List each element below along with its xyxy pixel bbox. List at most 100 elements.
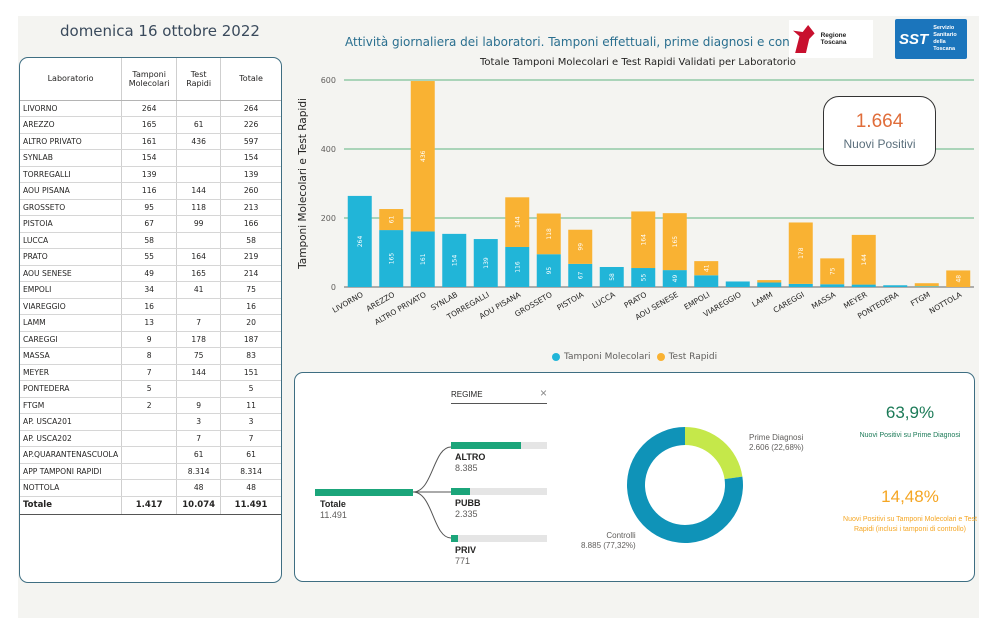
bar-molecolari bbox=[914, 286, 939, 287]
close-icon[interactable]: × bbox=[540, 386, 548, 400]
table-row[interactable]: EMPOLI 34 41 75 bbox=[20, 281, 281, 299]
table-cell: ALTRO PRIVATO bbox=[20, 133, 122, 150]
table-row[interactable]: ALTRO PRIVATO 161 436 597 bbox=[20, 133, 281, 150]
table-row[interactable]: SYNLAB 154 154 bbox=[20, 149, 281, 167]
table-row[interactable]: MASSA 8 75 83 bbox=[20, 347, 281, 365]
logo-sst-acronym: SST bbox=[899, 30, 929, 48]
y-tick-label: 0 bbox=[331, 283, 336, 292]
bar-rapidi bbox=[694, 261, 719, 276]
table-cell: LAMM bbox=[20, 314, 122, 332]
bar-rapidi bbox=[505, 197, 530, 247]
table-row[interactable]: AP.QUARANTENASCUOLA 61 61 bbox=[20, 446, 281, 464]
bar-molecolari bbox=[662, 270, 687, 287]
table-row[interactable]: MEYER 7 144 151 bbox=[20, 364, 281, 381]
table-cell: TORREGALLI bbox=[20, 166, 122, 183]
pegaso-icon bbox=[793, 25, 815, 53]
donut-slice[interactable] bbox=[627, 427, 743, 543]
table-cell: 8 bbox=[121, 347, 177, 365]
y-tick-label: 200 bbox=[321, 214, 336, 223]
tree-node-value: 771 bbox=[455, 556, 471, 566]
tree-root-bar[interactable] bbox=[315, 489, 413, 496]
legend-label-molecolari[interactable]: Tamponi Molecolari bbox=[564, 352, 651, 362]
table-cell bbox=[176, 380, 221, 398]
donut-slice[interactable] bbox=[685, 427, 743, 480]
table-row[interactable]: AP. USCA201 3 3 bbox=[20, 413, 281, 431]
table-row[interactable]: AOU SENESE 49 165 214 bbox=[20, 265, 281, 282]
tree-node-bar-fill[interactable] bbox=[451, 488, 471, 495]
table-cell: 7 bbox=[176, 430, 221, 447]
column-header[interactable]: Laboratorio bbox=[20, 58, 122, 101]
table-row[interactable]: PONTEDERA 5 5 bbox=[20, 380, 281, 398]
legend-label-rapidi[interactable]: Test Rapidi bbox=[668, 352, 718, 362]
donut-label-controlli-name: Controlli bbox=[606, 531, 636, 540]
bar-rapidi bbox=[788, 222, 813, 284]
donut-label-controlli: Controlli 8.885 (77,32%) bbox=[581, 531, 636, 551]
bar-molecolari bbox=[788, 283, 813, 287]
table-row[interactable]: PISTOIA 67 99 166 bbox=[20, 215, 281, 233]
bar-molecolari bbox=[442, 233, 467, 287]
bar-label-molecolari: 55 bbox=[640, 274, 647, 282]
bar-rapidi bbox=[568, 229, 593, 264]
table-cell bbox=[121, 430, 177, 447]
bar-label-molecolari: 161 bbox=[420, 253, 427, 265]
bar-label-rapidi: 99 bbox=[577, 243, 584, 251]
table-cell: EMPOLI bbox=[20, 281, 122, 299]
tree-root-label: Totale bbox=[320, 499, 346, 509]
table-cell: 11 bbox=[220, 397, 281, 414]
table-cell: 61 bbox=[220, 446, 281, 464]
table-cell: 8.314 bbox=[176, 463, 221, 480]
donut-chart bbox=[627, 427, 743, 543]
table-row[interactable]: TORREGALLI 139 139 bbox=[20, 166, 281, 183]
bar-label-molecolari: 95 bbox=[546, 267, 553, 275]
table-row[interactable]: FTGM 2 9 11 bbox=[20, 397, 281, 414]
tree-node-bar-bg[interactable] bbox=[451, 535, 547, 542]
table-row[interactable]: LUCCA 58 58 bbox=[20, 232, 281, 249]
table-row[interactable]: LAMM 13 7 20 bbox=[20, 314, 281, 332]
table-cell bbox=[176, 232, 221, 249]
report-subtitle: Attività giornaliera dei laboratori. Tam… bbox=[345, 35, 817, 49]
table-row[interactable]: LIVORNO 264 264 bbox=[20, 100, 281, 117]
table-cell: 154 bbox=[121, 149, 177, 167]
table-row[interactable]: NOTTOLA 48 48 bbox=[20, 479, 281, 497]
table-cell: 16 bbox=[220, 298, 281, 315]
donut-label-prime-diagnosi: Prime Diagnosi 2.606 (22,68%) bbox=[749, 433, 804, 453]
table-row[interactable]: GROSSETO 95 118 213 bbox=[20, 199, 281, 216]
column-header[interactable]: Tamponi Molecolari bbox=[121, 58, 177, 101]
table-row[interactable]: PRATO 55 164 219 bbox=[20, 248, 281, 266]
table-row[interactable]: AP. USCA202 7 7 bbox=[20, 430, 281, 447]
table-row[interactable]: APP TAMPONI RAPIDI 8.314 8.314 bbox=[20, 463, 281, 480]
table-cell: 213 bbox=[220, 199, 281, 216]
table-row[interactable]: AOU PISANA 116 144 260 bbox=[20, 182, 281, 200]
table-cell: 5 bbox=[220, 380, 281, 398]
table-cell: 7 bbox=[121, 364, 177, 381]
bar-rapidi bbox=[536, 213, 561, 255]
table-cell: 165 bbox=[176, 265, 221, 282]
bar-label-rapidi: 165 bbox=[672, 236, 679, 248]
table-cell: 5 bbox=[121, 380, 177, 398]
tree-node-label: ALTRO bbox=[455, 452, 486, 462]
pct-positivi-prime-diagnosi: 63,9% bbox=[885, 403, 935, 422]
table-row[interactable]: CAREGGI 9 178 187 bbox=[20, 331, 281, 348]
regime-filter-label[interactable]: REGIME bbox=[451, 390, 483, 399]
table-cell: 164 bbox=[176, 248, 221, 266]
table-cell: 161 bbox=[121, 133, 177, 150]
bar-label-rapidi: 48 bbox=[955, 275, 962, 283]
bar-rapidi bbox=[662, 213, 687, 271]
table-cell: PRATO bbox=[20, 248, 122, 266]
column-header[interactable]: Test Rapidi bbox=[176, 58, 221, 101]
column-header[interactable]: Totale bbox=[220, 58, 281, 101]
tree-node-bar-bg[interactable] bbox=[451, 488, 547, 495]
bar-molecolari bbox=[883, 285, 908, 287]
x-tick-label: FTGM bbox=[909, 290, 932, 308]
table-cell: 139 bbox=[220, 166, 281, 183]
table-cell: 151 bbox=[220, 364, 281, 381]
table-row[interactable]: VIAREGGIO 16 16 bbox=[20, 298, 281, 315]
bar-molecolari bbox=[536, 254, 561, 287]
x-tick-label: NOTTOLA bbox=[928, 290, 964, 316]
bar-rapidi bbox=[410, 81, 435, 232]
table-cell: 214 bbox=[220, 265, 281, 282]
tree-node-bar-fill[interactable] bbox=[451, 442, 522, 449]
tree-node-bar-fill[interactable] bbox=[451, 535, 458, 542]
bar-rapidi bbox=[757, 280, 782, 283]
table-row[interactable]: AREZZO 165 61 226 bbox=[20, 116, 281, 134]
